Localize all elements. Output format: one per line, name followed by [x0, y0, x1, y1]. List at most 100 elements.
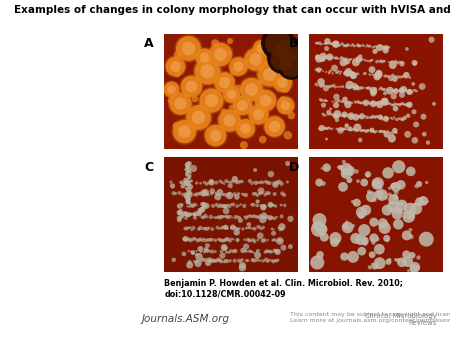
Point: [344, 84, 351, 89]
Point: [193, 192, 200, 197]
Point: [189, 237, 196, 242]
Point: [263, 248, 270, 254]
Point: [185, 182, 193, 187]
Point: [401, 259, 409, 265]
Point: [327, 55, 334, 61]
Point: [216, 258, 223, 263]
Point: [397, 60, 405, 65]
Point: [332, 236, 339, 241]
Point: [373, 182, 380, 187]
Point: [382, 115, 389, 121]
Point: [248, 226, 255, 231]
Point: [244, 214, 252, 219]
Point: [187, 170, 194, 175]
Point: [269, 258, 276, 263]
Point: [395, 102, 402, 107]
Point: [191, 202, 198, 207]
Point: [187, 238, 194, 243]
Point: [221, 237, 229, 243]
Point: [346, 100, 353, 105]
Point: [370, 114, 377, 119]
Point: [197, 191, 204, 196]
Point: [392, 87, 400, 92]
Point: [364, 43, 371, 48]
Point: [216, 190, 224, 195]
Point: [196, 209, 203, 215]
Point: [197, 209, 204, 214]
Point: [359, 56, 366, 62]
Point: [210, 258, 217, 264]
Point: [366, 58, 373, 64]
Point: [397, 102, 404, 107]
Point: [237, 202, 244, 207]
Point: [421, 131, 428, 137]
Point: [362, 129, 369, 135]
Point: [212, 132, 219, 138]
Point: [197, 225, 204, 231]
Point: [367, 72, 374, 77]
Point: [353, 56, 360, 62]
Point: [317, 42, 324, 47]
Point: [209, 203, 216, 209]
Point: [227, 248, 234, 254]
Point: [371, 130, 378, 135]
Point: [200, 203, 207, 209]
Point: [201, 180, 208, 185]
Point: [167, 86, 175, 92]
Point: [346, 113, 354, 119]
Point: [365, 115, 372, 120]
Point: [396, 74, 403, 80]
Point: [395, 209, 402, 215]
Point: [270, 231, 277, 236]
Point: [316, 40, 324, 46]
Point: [341, 56, 348, 62]
Point: [351, 126, 358, 132]
Point: [374, 263, 381, 269]
Point: [330, 114, 338, 119]
Point: [395, 222, 402, 227]
Point: [378, 46, 386, 51]
Point: [387, 130, 394, 136]
Point: [220, 108, 227, 114]
Point: [203, 68, 211, 73]
Point: [227, 183, 234, 188]
Point: [420, 114, 427, 119]
Point: [240, 142, 248, 148]
Point: [284, 132, 292, 138]
Point: [329, 83, 336, 89]
Point: [219, 180, 226, 186]
Point: [222, 208, 230, 214]
Point: [322, 54, 329, 59]
Point: [337, 43, 344, 48]
Point: [345, 69, 352, 74]
Point: [337, 164, 344, 169]
Point: [395, 209, 402, 215]
Point: [228, 91, 235, 96]
Point: [358, 57, 365, 62]
Point: [342, 224, 349, 229]
Point: [398, 92, 405, 98]
Point: [386, 88, 393, 93]
Point: [288, 113, 295, 118]
Point: [374, 260, 381, 265]
Point: [238, 248, 245, 254]
Point: [360, 180, 368, 185]
Point: [377, 43, 384, 48]
Point: [319, 98, 326, 103]
Point: [275, 225, 282, 231]
Point: [179, 183, 186, 189]
Point: [369, 237, 376, 242]
Point: [198, 201, 206, 207]
Point: [339, 184, 346, 190]
Point: [261, 192, 269, 197]
Point: [251, 239, 258, 244]
Point: [339, 41, 346, 47]
Point: [398, 60, 405, 66]
Point: [225, 117, 232, 123]
Point: [317, 54, 324, 59]
Point: [256, 248, 263, 253]
Point: [270, 259, 277, 264]
Point: [317, 227, 324, 233]
Point: [381, 129, 388, 134]
Point: [382, 73, 390, 78]
